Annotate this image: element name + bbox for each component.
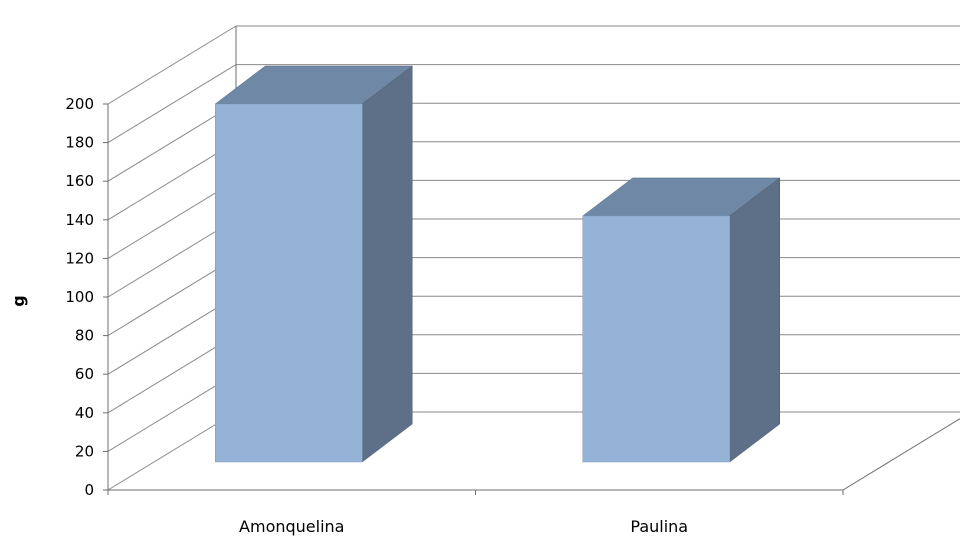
y-tick-label: 180 xyxy=(65,134,94,152)
floor-right-edge xyxy=(842,418,960,491)
y-tick-label: 200 xyxy=(65,95,94,113)
bar-side-face xyxy=(362,65,413,463)
bar-side-face xyxy=(729,177,780,463)
x-category-label: Amonquelina xyxy=(239,517,344,536)
bar xyxy=(214,65,413,463)
gridline-side xyxy=(107,141,237,221)
gridline-side xyxy=(107,257,237,337)
bar-front-face xyxy=(582,215,730,463)
bar xyxy=(582,177,781,463)
y-tick-label: 20 xyxy=(75,442,94,460)
bar-front-face xyxy=(215,103,363,463)
label-layer: 0 20 40 60 80 100 120 140 160 180 200 Amonquelina Pa… xyxy=(65,95,688,536)
gridline-side xyxy=(107,372,237,452)
gridline-side xyxy=(107,25,237,105)
gridline-side xyxy=(107,334,237,414)
y-tick-label: 120 xyxy=(65,249,94,267)
gridline-side xyxy=(107,102,237,182)
y-tick-label: 60 xyxy=(75,365,94,383)
y-tick-label: 160 xyxy=(65,172,94,190)
y-tick-label: 40 xyxy=(75,404,94,422)
gridline-side xyxy=(107,179,237,259)
y-axis-title: g xyxy=(9,295,28,306)
y-tick-label: 80 xyxy=(75,327,94,345)
gridline-side xyxy=(107,295,237,375)
y-tick-label: 100 xyxy=(65,288,94,306)
gridline-side xyxy=(107,218,237,298)
x-category-label: Paulina xyxy=(630,517,688,536)
y-tick-label: 140 xyxy=(65,211,94,229)
bar-layer xyxy=(214,65,781,463)
gridline-side xyxy=(107,411,237,491)
gridline-side xyxy=(107,64,237,144)
y-tick-label: 0 xyxy=(84,481,94,499)
